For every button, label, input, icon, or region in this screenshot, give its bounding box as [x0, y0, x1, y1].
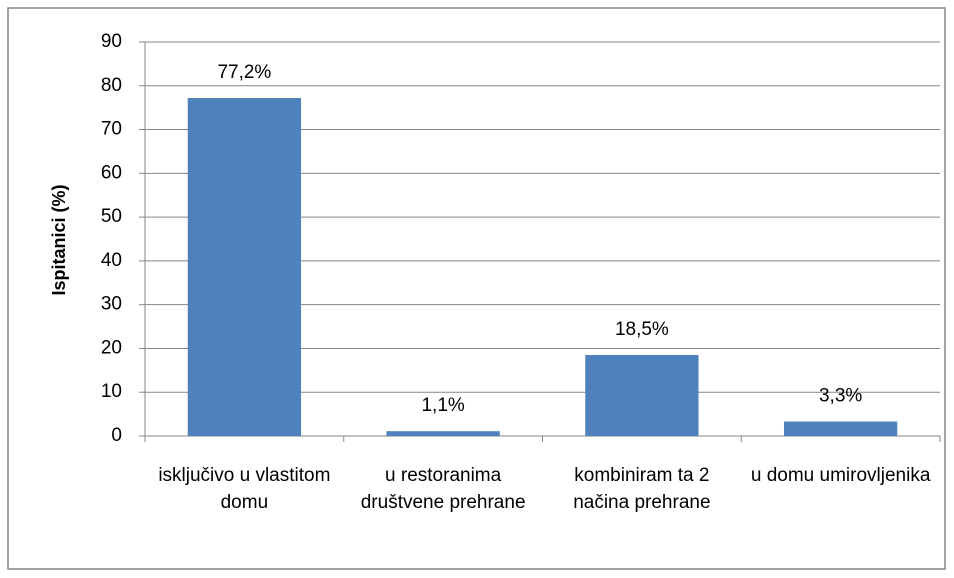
bar: [585, 355, 699, 436]
x-tick-label: isključivo u vlastitom domu: [158, 465, 331, 513]
x-tick-label: u domu umirovljenika: [750, 465, 931, 486]
y-axis-label: Ispitanici (%): [49, 184, 69, 295]
bar: [386, 431, 500, 436]
y-tick-label: 60: [101, 162, 122, 183]
y-tick-label: 80: [101, 75, 122, 96]
value-label: 1,1%: [421, 395, 464, 416]
x-tick-label: kombiniram ta 2 načina prehrane: [573, 465, 711, 513]
y-tick-label: 30: [101, 294, 122, 315]
y-tick-label: 10: [101, 381, 122, 402]
value-label: 18,5%: [615, 319, 669, 340]
value-label: 3,3%: [819, 386, 862, 407]
y-tick-label: 0: [111, 425, 122, 446]
y-tick-label: 40: [101, 250, 122, 271]
value-label: 77,2%: [217, 62, 271, 83]
y-tick-label: 70: [101, 119, 122, 140]
y-tick-label: 90: [101, 31, 122, 52]
bar: [783, 421, 898, 436]
y-tick-label: 20: [101, 337, 122, 358]
x-tick-label: u restoranima društvene prehrane: [360, 465, 526, 513]
chart-frame: [7, 7, 946, 570]
bar: [187, 98, 302, 436]
y-tick-label: 50: [101, 206, 122, 227]
